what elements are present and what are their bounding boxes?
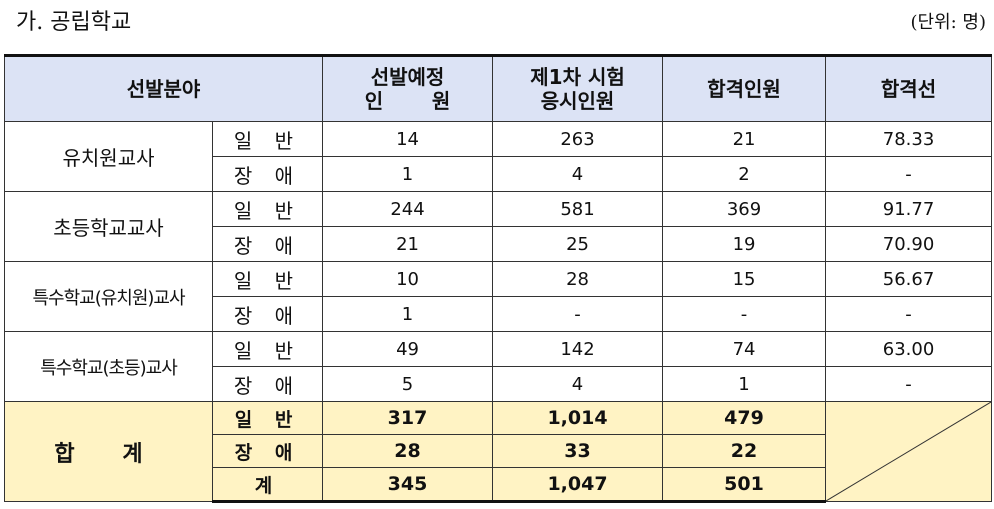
planned-cell: 244 — [322, 191, 494, 227]
planned-cell: 5 — [322, 366, 494, 402]
sub-label: 일 반 — [211, 191, 324, 227]
total-sub-label: 일 반 — [211, 401, 324, 435]
table-row: 특수학교(초등)교사 일 반 49 142 74 63.00 — [4, 331, 993, 402]
total-row: 합 계 일 반 317 1,014 479 — [4, 401, 993, 502]
total-sub-label: 장 애 — [211, 434, 324, 468]
sub-label: 일 반 — [211, 261, 324, 297]
total-planned-cell: 345 — [322, 467, 494, 503]
total-passed-cell: 501 — [662, 467, 827, 503]
planned-cell: 1 — [322, 296, 494, 332]
total-passed-cell: 479 — [662, 401, 827, 435]
cutoff-cell: 70.90 — [825, 226, 993, 262]
category-cell: 초등학교교사 — [4, 191, 213, 262]
examinees-cell: 263 — [492, 121, 664, 157]
section-title: 가. 공립학교 — [16, 10, 132, 35]
sub-label: 일 반 — [211, 331, 324, 367]
table-header-row: 선발분야 선발예정 인 원 제1차 시험 응시인원 합격인원 합격선 — [3, 54, 993, 122]
passed-cell: 2 — [662, 156, 827, 192]
passed-cell: - — [662, 296, 827, 332]
total-examinees-cell: 1,014 — [492, 401, 664, 435]
table-row: 특수학교(유치원)교사 일 반 10 28 15 56.67 — [4, 261, 993, 332]
examinees-cell: 142 — [492, 331, 664, 367]
examinees-cell: 28 — [492, 261, 664, 297]
passed-cell: 74 — [662, 331, 827, 367]
header-field: 선발분야 — [3, 54, 324, 122]
table-row: 유치원교사 일 반 14 263 21 78.33 — [4, 121, 993, 192]
cutoff-cell: - — [825, 366, 993, 402]
total-passed-cell: 22 — [662, 434, 827, 468]
total-sub-label: 계 — [211, 467, 324, 503]
header-passed: 합격인원 — [662, 54, 827, 122]
passed-cell: 21 — [662, 121, 827, 157]
examinees-cell: 25 — [492, 226, 664, 262]
sub-label: 장 애 — [211, 366, 324, 402]
unit-label: (단위: 명) — [910, 12, 986, 33]
cutoff-cell: - — [825, 156, 993, 192]
header-planned: 선발예정 인 원 — [322, 54, 494, 122]
category-cell: 유치원교사 — [4, 121, 213, 192]
total-examinees-cell: 33 — [492, 434, 664, 468]
header-planned-line2: 인 원 — [364, 89, 451, 113]
passed-cell: 1 — [662, 366, 827, 402]
header-planned-line1: 선발예정 — [370, 65, 445, 89]
cutoff-cell: 56.67 — [825, 261, 993, 297]
table-row: 장 애 1 4 2 - — [5, 156, 993, 192]
planned-cell: 21 — [322, 226, 494, 262]
table-row: 초등학교교사 일 반 244 581 369 91.77 — [4, 191, 993, 262]
passed-cell: 15 — [662, 261, 827, 297]
category-cell: 특수학교(유치원)교사 — [4, 261, 213, 332]
cutoff-cell: - — [825, 296, 993, 332]
header-examinees-line2: 응시인원 — [540, 89, 615, 113]
planned-cell: 49 — [322, 331, 494, 367]
planned-cell: 14 — [322, 121, 494, 157]
planned-cell: 1 — [322, 156, 494, 192]
sub-label: 장 애 — [211, 296, 324, 332]
sub-label: 일 반 — [211, 121, 324, 157]
sub-label: 장 애 — [211, 226, 324, 262]
diagonal-line — [826, 402, 991, 501]
total-category-cell: 합 계 — [4, 401, 213, 502]
cutoff-cell: 78.33 — [825, 121, 993, 157]
cutoff-cell: 63.00 — [825, 331, 993, 367]
examinees-cell: - — [492, 296, 664, 332]
passed-cell: 19 — [662, 226, 827, 262]
passed-cell: 369 — [662, 191, 827, 227]
total-row: 장 애 28 33 22 — [5, 434, 992, 468]
table-row: 장 애 21 25 19 70.90 — [5, 226, 993, 262]
sub-label: 장 애 — [211, 156, 324, 192]
total-planned-cell: 28 — [322, 434, 494, 468]
examinees-cell: 4 — [492, 366, 664, 402]
total-examinees-cell: 1,047 — [492, 467, 664, 503]
results-table: 선발분야 선발예정 인 원 제1차 시험 응시인원 합격인원 합격선 유치원교사… — [3, 54, 993, 503]
total-planned-cell: 317 — [322, 401, 494, 435]
category-cell: 특수학교(초등)교사 — [4, 331, 213, 402]
planned-cell: 10 — [322, 261, 494, 297]
header-examinees: 제1차 시험 응시인원 — [492, 54, 664, 122]
cutoff-empty-diagonal-cell — [825, 401, 993, 502]
examinees-cell: 581 — [492, 191, 664, 227]
table-row: 장 애 5 4 1 - — [5, 366, 993, 402]
examinees-cell: 4 — [492, 156, 664, 192]
total-row: 계 345 1,047 501 — [5, 467, 992, 503]
header-examinees-line1: 제1차 시험 — [530, 65, 625, 89]
cutoff-cell: 91.77 — [825, 191, 993, 227]
header-cutoff: 합격선 — [825, 54, 993, 122]
